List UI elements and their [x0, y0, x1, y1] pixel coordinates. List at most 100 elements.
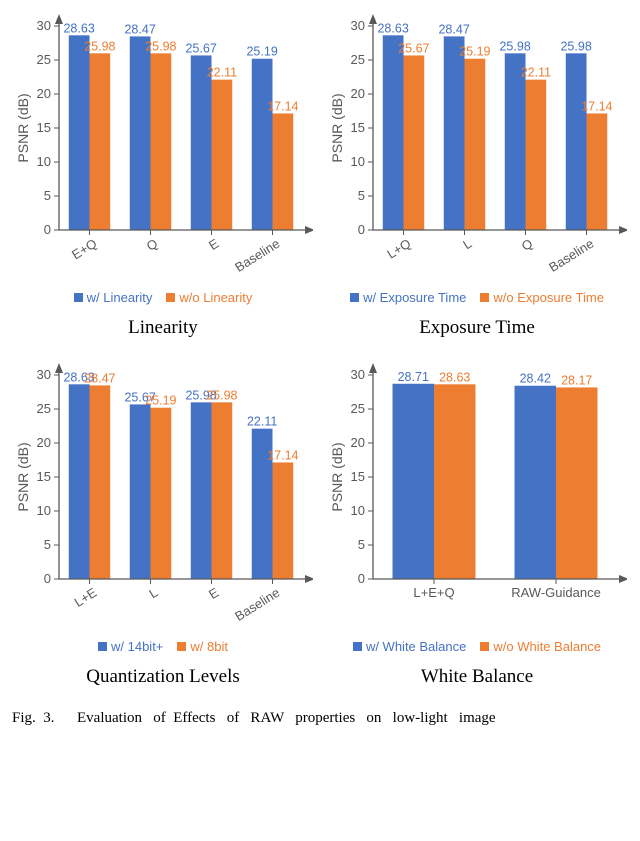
svg-text:10: 10	[351, 503, 365, 518]
bar-a-3	[252, 59, 273, 230]
svg-text:L: L	[460, 236, 474, 253]
legend-item-a: w/ Exposure Time	[350, 290, 466, 305]
svg-text:Baseline: Baseline	[232, 236, 282, 275]
svg-text:28.17: 28.17	[561, 373, 592, 387]
svg-text:17.14: 17.14	[267, 448, 298, 462]
svg-text:25.19: 25.19	[459, 45, 490, 59]
bar-a-0	[69, 384, 90, 579]
svg-text:Baseline: Baseline	[546, 236, 596, 275]
bar-b-1	[465, 59, 486, 230]
legend: w/ 14bit+ w/ 8bit	[98, 639, 228, 654]
bar-a-2	[191, 402, 212, 579]
y-axis-label: PSNR (dB)	[15, 442, 31, 511]
svg-text:25.98: 25.98	[84, 39, 115, 53]
legend-swatch-a-icon	[74, 293, 83, 302]
legend-item-b: w/o White Balance	[480, 639, 601, 654]
svg-text:5: 5	[44, 188, 51, 203]
bar-a-2	[191, 55, 212, 230]
svg-text:28.42: 28.42	[520, 372, 551, 386]
bar-a-1	[444, 36, 465, 230]
svg-text:25.98: 25.98	[499, 39, 530, 53]
svg-text:25.98: 25.98	[206, 388, 237, 402]
bar-a-1	[130, 36, 151, 230]
svg-text:22.11: 22.11	[207, 66, 237, 80]
bar-a-1	[515, 386, 556, 579]
svg-text:15: 15	[351, 469, 365, 484]
svg-text:28.71: 28.71	[398, 370, 429, 384]
legend-label-b: w/o White Balance	[493, 639, 601, 654]
legend-item-b: w/ 8bit	[177, 639, 228, 654]
svg-text:E: E	[206, 236, 222, 253]
svg-text:25.98: 25.98	[560, 39, 591, 53]
svg-text:E+Q: E+Q	[69, 236, 99, 263]
svg-text:22.11: 22.11	[247, 415, 277, 429]
svg-text:15: 15	[37, 120, 51, 135]
svg-text:0: 0	[44, 571, 51, 586]
legend: w/ Linearity w/o Linearity	[74, 290, 253, 305]
legend-item-a: w/ White Balance	[353, 639, 466, 654]
chart-subtitle: Quantization Levels	[86, 666, 240, 688]
svg-text:25.19: 25.19	[145, 394, 176, 408]
legend-label-a: w/ 14bit+	[111, 639, 163, 654]
y-axis-label: PSNR (dB)	[329, 442, 345, 511]
legend-swatch-a-icon	[353, 642, 362, 651]
svg-text:17.14: 17.14	[267, 99, 298, 113]
bar-b-0	[90, 53, 111, 230]
bar-a-3	[566, 53, 587, 230]
bar-a-0	[383, 35, 404, 230]
legend-swatch-b-icon	[166, 293, 175, 302]
svg-text:25: 25	[351, 401, 365, 416]
legend-label-b: w/o Linearity	[179, 290, 252, 305]
svg-text:28.47: 28.47	[124, 22, 155, 36]
legend-label-a: w/ White Balance	[366, 639, 466, 654]
legend: w/ White Balance w/o White Balance	[353, 639, 601, 654]
svg-text:Baseline: Baseline	[232, 585, 282, 624]
svg-text:25.67: 25.67	[398, 41, 429, 55]
svg-text:5: 5	[358, 188, 365, 203]
svg-text:20: 20	[351, 86, 365, 101]
chart-subtitle: White Balance	[421, 666, 533, 688]
legend-swatch-a-icon	[350, 293, 359, 302]
svg-text:28.47: 28.47	[84, 371, 115, 385]
svg-text:0: 0	[44, 222, 51, 237]
chart-3: 051015202530PSNR (dB)28.7128.63L+E+Q28.4…	[320, 357, 634, 706]
bar-a-0	[393, 384, 434, 579]
legend-label-a: w/ Linearity	[87, 290, 153, 305]
svg-text:10: 10	[37, 503, 51, 518]
svg-text:20: 20	[37, 435, 51, 450]
bar-b-3	[273, 113, 294, 230]
svg-text:25.67: 25.67	[185, 41, 216, 55]
svg-text:28.63: 28.63	[63, 21, 94, 35]
bar-b-1	[151, 53, 172, 230]
legend-label-a: w/ Exposure Time	[363, 290, 466, 305]
bar-b-1	[151, 408, 172, 579]
svg-text:L+Q: L+Q	[384, 236, 413, 262]
svg-text:10: 10	[351, 154, 365, 169]
legend-label-b: w/o Exposure Time	[493, 290, 604, 305]
svg-text:0: 0	[358, 222, 365, 237]
bar-b-2	[212, 80, 233, 230]
svg-text:25: 25	[37, 401, 51, 416]
svg-text:15: 15	[351, 120, 365, 135]
figure-caption: Fig. 3. Evaluation of Effects of RAW pro…	[6, 706, 634, 727]
svg-text:15: 15	[37, 469, 51, 484]
y-axis-label: PSNR (dB)	[15, 93, 31, 162]
legend-swatch-b-icon	[480, 642, 489, 651]
legend-swatch-a-icon	[98, 642, 107, 651]
bar-b-1	[556, 387, 597, 579]
svg-text:25.19: 25.19	[246, 45, 277, 59]
svg-text:25: 25	[351, 52, 365, 67]
legend-swatch-b-icon	[177, 642, 186, 651]
svg-text:Q: Q	[519, 236, 536, 254]
svg-text:0: 0	[358, 571, 365, 586]
legend-label-b: w/ 8bit	[190, 639, 228, 654]
bar-b-0	[434, 384, 475, 579]
bar-b-3	[273, 462, 294, 579]
chart-subtitle: Linearity	[128, 317, 198, 339]
svg-text:30: 30	[351, 18, 365, 33]
svg-text:20: 20	[351, 435, 365, 450]
svg-text:30: 30	[37, 18, 51, 33]
svg-text:Q: Q	[144, 236, 161, 254]
bar-a-2	[505, 53, 526, 230]
svg-text:10: 10	[37, 154, 51, 169]
